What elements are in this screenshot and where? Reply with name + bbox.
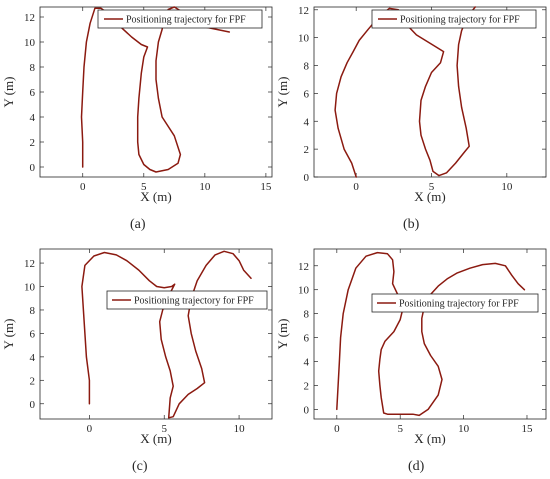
panel-label-a: (a) <box>130 217 146 232</box>
y-tick-label: 6 <box>304 333 310 345</box>
x-tick-label: 0 <box>87 423 93 435</box>
panel-c: 0 5 10 0 2 4 6 8 10 12 Positioning trajectory for… <box>1 248 273 474</box>
y-tick-label: 0 <box>30 162 36 174</box>
ticks-b: 0 5 10 0 2 4 6 8 10 12 <box>298 5 546 193</box>
y-tick-label: 6 <box>30 87 36 99</box>
x-axis-label-b: X (m) <box>414 189 445 204</box>
x-tick-label: 5 <box>429 181 435 193</box>
panel-label-d: (d) <box>408 459 425 474</box>
y-tick-label: 12 <box>298 261 309 273</box>
y-axis-label-d: Y (m) <box>275 319 290 350</box>
trajectory-line-d <box>336 251 526 417</box>
x-tick-label: 10 <box>234 423 246 435</box>
y-tick-label: 0 <box>304 404 310 416</box>
legend-label-c: Positioning trajectory for FPF <box>134 296 254 307</box>
x-tick-label: 15 <box>260 181 272 193</box>
y-tick-label: 6 <box>304 88 310 100</box>
y-tick-label: 12 <box>24 12 35 24</box>
x-tick-label: 10 <box>199 181 211 193</box>
ticks-c: 0 5 10 0 2 4 6 8 10 12 <box>24 249 272 435</box>
axes-frame-d <box>313 248 547 420</box>
trajectory-line-b <box>334 6 476 178</box>
panel-b: 0 5 10 0 2 4 6 8 10 12 Positioning trajectory for… <box>275 5 547 232</box>
y-tick-label: 2 <box>30 137 36 149</box>
x-tick-label: 0 <box>80 181 86 193</box>
y-tick-label: 8 <box>304 61 310 73</box>
y-tick-label: 10 <box>24 37 36 49</box>
panel-label-b: (b) <box>403 217 420 232</box>
y-tick-label: 2 <box>304 144 310 156</box>
panel-d: 0 5 10 15 0 2 4 6 8 10 12 Positioning trajectory f… <box>275 248 547 474</box>
x-axis-label-c: X (m) <box>140 431 171 446</box>
y-tick-label: 8 <box>304 309 310 321</box>
panel-a: 0 5 10 15 0 2 4 6 8 10 12 Positioning trajectory f… <box>1 6 273 232</box>
legend-a: Positioning trajectory for FPF <box>97 9 263 29</box>
legend-label-a: Positioning trajectory for FPF <box>126 15 246 26</box>
legend-label-b: Positioning trajectory for FPF <box>400 15 520 26</box>
y-tick-label: 8 <box>30 62 36 74</box>
x-axis-label-d: X (m) <box>414 431 445 446</box>
legend-b: Positioning trajectory for FPF <box>371 9 537 29</box>
y-tick-label: 12 <box>24 258 35 270</box>
axes-frame-b <box>313 6 547 178</box>
y-axis-label-a: Y (m) <box>1 77 16 108</box>
x-tick-label: 15 <box>521 423 533 435</box>
axes-frame-c <box>39 248 273 420</box>
y-axis-label-b: Y (m) <box>275 77 290 108</box>
y-tick-label: 4 <box>30 352 36 364</box>
legend-c: Positioning trajectory for FPF <box>106 290 268 310</box>
x-tick-label: 5 <box>397 423 403 435</box>
y-tick-label: 10 <box>298 285 310 297</box>
y-tick-label: 4 <box>304 116 310 128</box>
y-tick-label: 0 <box>30 399 36 411</box>
y-tick-label: 8 <box>30 305 36 317</box>
x-tick-label: 5 <box>141 181 147 193</box>
x-tick-label: 10 <box>458 423 470 435</box>
legend-label-d: Positioning trajectory for FPF <box>399 299 519 310</box>
y-tick-label: 12 <box>298 5 309 17</box>
legend-box-b <box>371 9 537 29</box>
x-tick-label: 10 <box>501 181 513 193</box>
ticks-a: 0 5 10 15 0 2 4 6 8 10 12 <box>24 7 272 193</box>
y-axis-label-c: Y (m) <box>1 319 16 350</box>
y-tick-label: 4 <box>304 357 310 369</box>
axes-frame-a <box>39 6 273 178</box>
legend-box-a <box>97 9 263 29</box>
y-tick-label: 10 <box>298 33 310 45</box>
trajectory-line-c <box>81 250 252 419</box>
x-tick-label: 0 <box>334 423 340 435</box>
y-tick-label: 6 <box>30 328 36 340</box>
y-tick-label: 2 <box>304 380 310 392</box>
y-tick-label: 0 <box>304 172 310 184</box>
x-tick-label: 0 <box>353 181 359 193</box>
y-tick-label: 4 <box>30 112 36 124</box>
legend-box-c <box>106 290 268 310</box>
ticks-d: 0 5 10 15 0 2 4 6 8 10 12 <box>298 249 546 435</box>
y-tick-label: 2 <box>30 375 36 387</box>
x-tick-label: 5 <box>161 423 167 435</box>
legend-box-d <box>371 293 539 313</box>
trajectory-line-a <box>80 6 231 173</box>
y-tick-label: 10 <box>24 282 36 294</box>
legend-d: Positioning trajectory for FPF <box>371 293 539 313</box>
x-axis-label-a: X (m) <box>140 189 171 204</box>
panel-label-c: (c) <box>132 459 148 474</box>
